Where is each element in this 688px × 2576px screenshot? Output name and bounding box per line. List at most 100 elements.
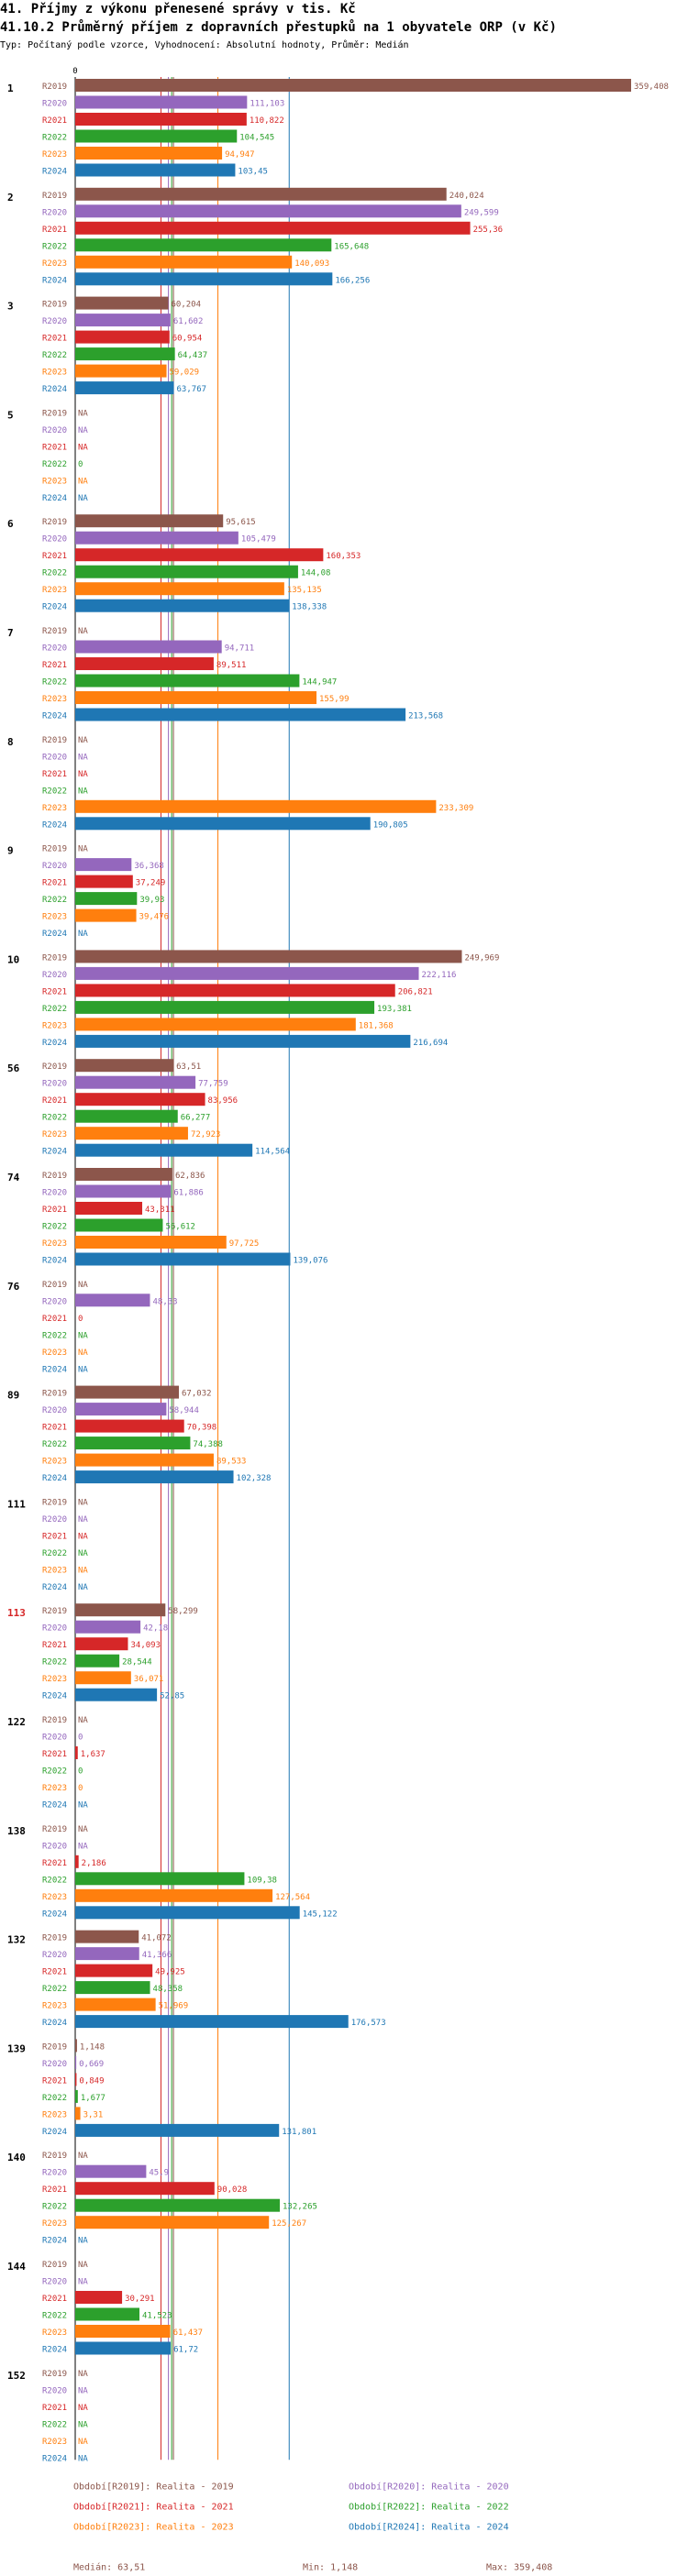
series-label: R2021: [42, 2404, 67, 2413]
stat-median-r2019: Medián: 63,51: [73, 2561, 145, 2572]
series-label: R2019: [42, 192, 67, 201]
chart-subtitle: Typ: Počítaný podle vzorce, Vyhodnocení:…: [0, 40, 409, 50]
axis-zero-label: 0: [72, 67, 77, 76]
bar-140-r2021: [75, 2182, 215, 2196]
series-label: R2022: [42, 242, 67, 251]
data-label: 63,51: [176, 1062, 201, 1072]
bar-89-r2021: [75, 1419, 184, 1433]
bar-74-r2020: [75, 1184, 172, 1198]
series-label: R2022: [42, 678, 67, 688]
data-label: 127,564: [275, 1893, 310, 1902]
data-label: 0,669: [79, 2060, 104, 2069]
bar-10-r2021: [75, 984, 395, 997]
bar-3-r2023: [75, 364, 167, 378]
data-label: NA: [78, 627, 88, 636]
data-label: 155,99: [319, 695, 350, 704]
data-label: 95,615: [226, 518, 256, 527]
bar-140-r2020: [75, 2164, 147, 2178]
bar-74-r2019: [75, 1168, 172, 1181]
series-label: R2023: [42, 804, 67, 813]
series-label: R2019: [42, 518, 67, 527]
data-label: NA: [78, 1498, 88, 1507]
series-label: R2019: [42, 1390, 67, 1399]
bar-113-r2023: [75, 1671, 131, 1685]
data-label: 165,648: [334, 242, 369, 251]
legend-item-r2023: Období[R2023]: Realita - 2023: [73, 2521, 234, 2532]
bar-9-r2022: [75, 892, 138, 906]
series-label: R2024: [42, 385, 67, 394]
series-label: R2019: [42, 1716, 67, 1725]
data-label: 110,822: [250, 116, 284, 126]
data-label: 160,353: [326, 552, 361, 561]
series-label: R2021: [42, 2076, 67, 2086]
group-label-132: 132: [7, 1934, 26, 1946]
series-label: R2019: [42, 301, 67, 310]
data-label: 49,925: [155, 1968, 185, 1977]
series-label: R2021: [42, 987, 67, 996]
data-label: 70,398: [187, 1424, 217, 1433]
bar-56-r2024: [75, 1143, 253, 1157]
bar-138-r2022: [75, 1872, 245, 1886]
bar-7-r2024: [75, 708, 406, 721]
bar-1-r2022: [75, 129, 238, 143]
series-label: R2024: [42, 2019, 67, 2028]
series-label: R2021: [42, 552, 67, 561]
data-label: 145,122: [303, 1910, 338, 1919]
data-label: 89,511: [216, 661, 247, 670]
series-label: R2019: [42, 627, 67, 636]
series-label: R2021: [42, 2185, 67, 2195]
series-label: R2022: [42, 1223, 67, 1232]
data-label: 61,602: [173, 317, 204, 326]
series-label: R2024: [42, 1583, 67, 1592]
group-label-152: 152: [7, 2370, 26, 2382]
bar-6-r2024: [75, 599, 290, 612]
bar-6-r2019: [75, 514, 224, 528]
data-label: 61,72: [173, 2346, 198, 2355]
series-label: R2019: [42, 1281, 67, 1290]
data-label: NA: [78, 1801, 88, 1811]
series-label: R2022: [42, 2203, 67, 2212]
bar-144-r2022: [75, 2307, 140, 2321]
series-label: R2020: [42, 100, 67, 109]
series-label: R2020: [42, 1951, 67, 1960]
data-label: NA: [78, 443, 88, 452]
bar-9-r2021: [75, 875, 133, 888]
bar-139-r2019: [75, 2039, 77, 2053]
data-label: 105,479: [241, 535, 276, 545]
bar-6-r2020: [75, 531, 239, 545]
bar-7-r2023: [75, 691, 317, 704]
data-label: 0,849: [79, 2076, 104, 2086]
series-label: R2024: [42, 1257, 67, 1266]
data-label: 206,821: [398, 987, 433, 996]
group-label-140: 140: [7, 2152, 26, 2163]
data-label: 61,886: [173, 1189, 204, 1198]
bar-113-r2020: [75, 1620, 141, 1634]
series-label: R2021: [42, 1205, 67, 1215]
group-label-2: 2: [7, 192, 14, 204]
series-label: R2021: [42, 116, 67, 126]
data-label: 97,725: [229, 1239, 260, 1249]
series-label: R2019: [42, 1825, 67, 1834]
bar-56-r2021: [75, 1093, 205, 1106]
series-label: R2020: [42, 1624, 67, 1634]
data-label: 166,256: [335, 276, 370, 285]
series-label: R2021: [42, 1424, 67, 1433]
data-label: 0: [78, 1784, 83, 1793]
series-label: R2024: [42, 2346, 67, 2355]
series-label: R2021: [42, 1315, 67, 1324]
data-label: NA: [78, 2386, 88, 2395]
series-label: R2022: [42, 134, 67, 143]
bar-139-r2022: [75, 2089, 78, 2103]
data-label: 249,599: [464, 208, 499, 217]
group-label-122: 122: [7, 1716, 26, 1728]
bar-2-r2022: [75, 238, 332, 252]
bar-7-r2020: [75, 640, 222, 654]
data-label: 2,186: [82, 1859, 106, 1868]
stat-min-r2019: Min: 1,148: [303, 2562, 358, 2572]
group-label-144: 144: [7, 2261, 26, 2273]
stat-max-r2019: Max: 359,408: [486, 2562, 552, 2572]
series-label: R2023: [42, 1675, 67, 1684]
data-label: 216,694: [413, 1039, 448, 1048]
series-label: R2019: [42, 409, 67, 418]
